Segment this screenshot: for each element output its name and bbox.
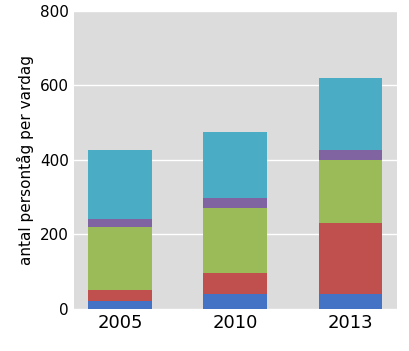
Bar xyxy=(204,273,267,294)
Bar xyxy=(88,290,152,302)
Bar xyxy=(88,227,152,290)
Bar xyxy=(319,294,382,309)
Bar xyxy=(319,78,382,150)
Bar xyxy=(204,208,267,273)
Bar xyxy=(204,294,267,309)
Bar xyxy=(319,223,382,294)
Bar xyxy=(88,302,152,309)
Bar xyxy=(88,219,152,227)
Y-axis label: antal persontåg per vardag: antal persontåg per vardag xyxy=(17,55,34,265)
Bar xyxy=(319,160,382,223)
Bar xyxy=(88,150,152,219)
Bar xyxy=(319,150,382,160)
Bar xyxy=(204,132,267,198)
Bar xyxy=(204,198,267,208)
